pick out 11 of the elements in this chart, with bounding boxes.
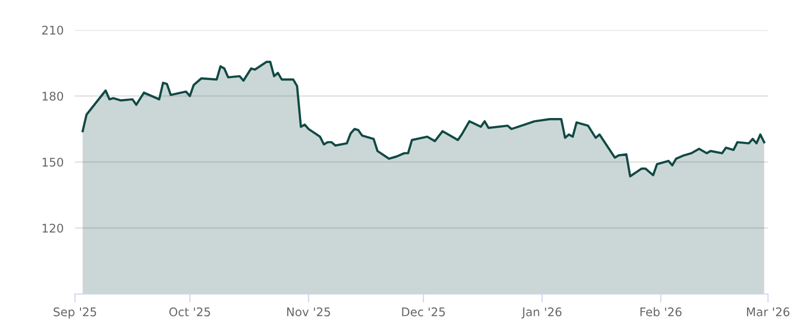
x-tick-label: Sep '25 [54,307,96,319]
x-tick-label: Nov '25 [287,307,330,316]
x-tick-label: Oct '25 [169,307,210,316]
y-tick-label: 120 [42,224,64,233]
y-tick-label: 180 [42,92,64,101]
x-tick-label: Jan '26 [521,307,562,319]
x-tick-label: Dec '25 [402,307,445,316]
x-tick-label: Mar '26 [747,307,790,316]
x-tick-label: Feb '26 [640,307,682,316]
y-tick-label: 210 [42,26,64,35]
y-tick-label: 150 [42,158,64,167]
